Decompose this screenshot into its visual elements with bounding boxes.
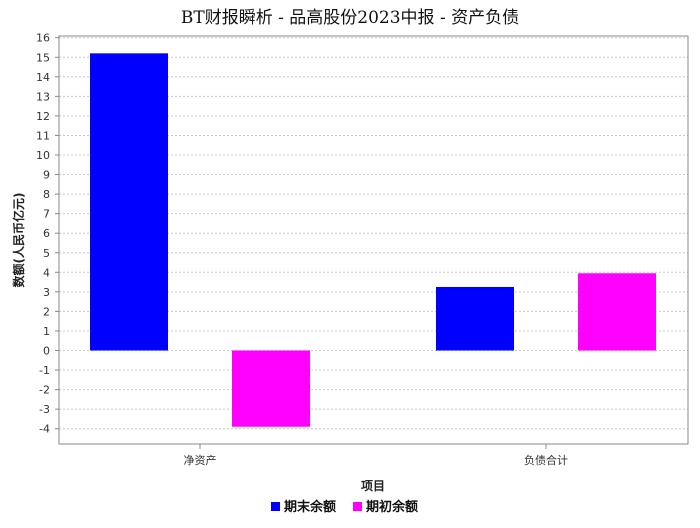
y-tick-label: 5 bbox=[43, 247, 50, 260]
y-tick-label: 14 bbox=[36, 71, 50, 84]
legend-swatch-0 bbox=[271, 502, 280, 511]
y-tick-label: 7 bbox=[43, 208, 50, 221]
y-tick-label: 3 bbox=[43, 286, 50, 299]
bar-period-end-0 bbox=[90, 53, 168, 351]
y-tick-label: 6 bbox=[43, 227, 50, 240]
y-tick-label: 2 bbox=[43, 305, 50, 318]
x-category-label: 净资产 bbox=[184, 453, 217, 467]
legend: 期末余额 期初余额 bbox=[271, 499, 418, 515]
y-tick-label: 10 bbox=[36, 149, 50, 162]
bar-period-end-1 bbox=[436, 286, 514, 351]
y-tick-label: 9 bbox=[43, 169, 50, 182]
bar-period-start-0 bbox=[232, 350, 310, 427]
y-tick-label: 12 bbox=[36, 110, 50, 123]
legend-label-1: 期初余额 bbox=[366, 499, 418, 515]
bar-period-start-1 bbox=[578, 273, 656, 351]
legend-swatch-1 bbox=[353, 502, 362, 511]
x-category-label: 负债合计 bbox=[524, 453, 568, 467]
chart-title: BT财报瞬析 - 品高股份2023中报 - 资产负债 bbox=[181, 8, 519, 28]
y-tick-label: 13 bbox=[36, 90, 50, 103]
y-tick-label: 1 bbox=[43, 325, 50, 338]
y-tick-label: -3 bbox=[39, 403, 50, 416]
plot-frame bbox=[58, 35, 689, 445]
y-tick-label: 15 bbox=[36, 51, 50, 64]
y-axis-title: 数额(人民币亿元) bbox=[11, 193, 26, 288]
x-axis-title: 项目 bbox=[361, 479, 385, 493]
y-tick-label: -2 bbox=[39, 384, 50, 397]
bars bbox=[90, 53, 656, 427]
y-tick-label: -1 bbox=[39, 364, 50, 377]
y-tick-label: 11 bbox=[36, 129, 50, 142]
y-tick-label: 8 bbox=[43, 188, 50, 201]
y-tick-label: 0 bbox=[43, 345, 50, 358]
legend-label-0: 期末余额 bbox=[284, 499, 336, 515]
y-tick-label: 16 bbox=[36, 32, 50, 45]
y-tick-label: -4 bbox=[39, 423, 50, 436]
x-axis-categories: 净资产 负债合计 bbox=[184, 444, 568, 467]
y-tick-label: 4 bbox=[43, 266, 50, 279]
